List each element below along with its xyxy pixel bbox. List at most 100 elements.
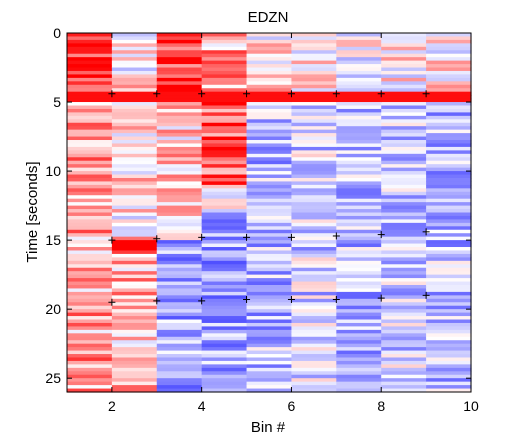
heatmap-cell bbox=[201, 288, 248, 293]
heatmap-cell bbox=[426, 354, 472, 359]
heatmap-cell bbox=[291, 146, 337, 151]
heatmap-cell bbox=[381, 43, 427, 48]
heatmap-cell bbox=[111, 350, 158, 355]
heatmap-cell bbox=[426, 171, 472, 176]
heatmap-cell bbox=[336, 160, 382, 165]
heatmap-cell bbox=[381, 312, 427, 317]
heatmap-cell bbox=[111, 60, 158, 65]
heatmap-cell bbox=[336, 233, 382, 238]
heatmap-cell bbox=[111, 115, 158, 120]
heatmap-cell bbox=[111, 188, 158, 193]
heatmap-cell bbox=[381, 98, 427, 103]
heatmap-cell bbox=[156, 102, 203, 107]
heatmap-cell bbox=[201, 64, 248, 69]
heatmap-cell bbox=[291, 150, 337, 155]
heatmap-cell bbox=[291, 278, 337, 283]
heatmap-cell bbox=[201, 267, 248, 272]
heatmap-cell bbox=[246, 360, 293, 365]
heatmap-cell bbox=[67, 36, 113, 41]
heatmap-cell bbox=[67, 226, 113, 231]
heatmap-cell bbox=[381, 357, 427, 362]
heatmap-cell bbox=[336, 364, 382, 369]
heatmap-cell bbox=[336, 243, 382, 248]
heatmap-cell bbox=[336, 288, 382, 293]
y-tick-label: 5 bbox=[53, 94, 61, 110]
heatmap-cell bbox=[291, 143, 337, 148]
heatmap-cell bbox=[381, 174, 427, 179]
event-marker bbox=[108, 90, 116, 98]
heatmap-cell bbox=[156, 150, 203, 155]
heatmap-cell bbox=[246, 378, 293, 383]
heatmap-cell bbox=[291, 70, 337, 76]
y-axis-label: Time [seconds] bbox=[24, 161, 41, 262]
heatmap-cell bbox=[156, 340, 203, 345]
event-marker bbox=[422, 228, 430, 236]
heatmap-cell bbox=[336, 222, 382, 227]
heatmap-cell bbox=[336, 229, 382, 234]
event-marker bbox=[287, 233, 295, 241]
heatmap-cell bbox=[156, 129, 203, 134]
heatmap-cell bbox=[381, 247, 427, 252]
heatmap-cell bbox=[201, 33, 248, 38]
heatmap-cell bbox=[201, 326, 248, 331]
heatmap-cell bbox=[201, 46, 248, 51]
heatmap-cell bbox=[201, 336, 248, 341]
heatmap-cell bbox=[201, 309, 248, 314]
heatmap-cell bbox=[426, 95, 472, 100]
heatmap-cell bbox=[156, 215, 203, 220]
y-axis-ticks: 0 5 10 15 20 25 bbox=[45, 25, 471, 386]
heatmap-cell bbox=[111, 219, 158, 224]
heatmap-cell bbox=[111, 33, 158, 38]
heatmap-cell bbox=[67, 295, 113, 300]
heatmap-cell bbox=[111, 212, 158, 217]
heatmap-cell bbox=[246, 188, 293, 193]
heatmap-cell bbox=[156, 84, 203, 89]
heatmap-cell bbox=[291, 350, 337, 355]
heatmap-cell bbox=[67, 243, 113, 248]
heatmap-cell bbox=[201, 164, 248, 169]
heatmap-cell bbox=[246, 126, 293, 131]
heatmap-cell bbox=[246, 143, 293, 148]
heatmap-cell bbox=[67, 53, 113, 58]
heatmap-cell bbox=[336, 105, 382, 110]
heatmap-cell bbox=[156, 74, 203, 79]
heatmap-cell bbox=[426, 329, 472, 334]
heatmap-cell bbox=[336, 198, 382, 203]
heatmap-cell bbox=[201, 291, 248, 296]
heatmap-cell bbox=[426, 102, 472, 107]
heatmap-cell bbox=[381, 105, 427, 110]
heatmap-cell bbox=[381, 284, 427, 290]
heatmap-cell bbox=[246, 191, 293, 196]
heatmap-cell bbox=[336, 378, 382, 383]
heatmap-cell bbox=[67, 77, 113, 82]
heatmap-cell bbox=[291, 236, 337, 241]
x-axis-label: Bin # bbox=[251, 419, 286, 436]
heatmap-cell bbox=[111, 309, 158, 314]
heatmap-cell bbox=[426, 91, 472, 96]
heatmap-cell bbox=[201, 102, 248, 107]
heatmap-cell bbox=[67, 102, 113, 107]
heatmap-cell bbox=[201, 91, 248, 96]
heatmap-cell bbox=[201, 215, 248, 220]
heatmap-cell bbox=[201, 70, 248, 76]
heatmap-cell bbox=[381, 108, 427, 113]
heatmap-cell bbox=[381, 205, 427, 210]
heatmap-cell bbox=[381, 91, 427, 96]
heatmap-cell bbox=[426, 250, 472, 255]
heatmap-cell bbox=[156, 205, 203, 210]
heatmap-cell bbox=[426, 357, 472, 362]
heatmap-cell bbox=[246, 226, 293, 231]
heatmap-cell bbox=[291, 171, 337, 176]
heatmap-cell bbox=[246, 271, 293, 276]
heatmap-cell bbox=[67, 278, 113, 283]
heatmap-cell bbox=[336, 250, 382, 255]
heatmap-cell bbox=[336, 326, 382, 331]
heatmap-cell bbox=[67, 39, 113, 44]
heatmap-cell bbox=[156, 153, 203, 158]
heatmap-cell bbox=[336, 129, 382, 134]
heatmap-cell bbox=[381, 281, 427, 286]
heatmap-cell bbox=[156, 191, 203, 196]
heatmap-cell bbox=[381, 326, 427, 331]
heatmap-cell bbox=[246, 198, 293, 203]
heatmap-cell bbox=[426, 122, 472, 127]
